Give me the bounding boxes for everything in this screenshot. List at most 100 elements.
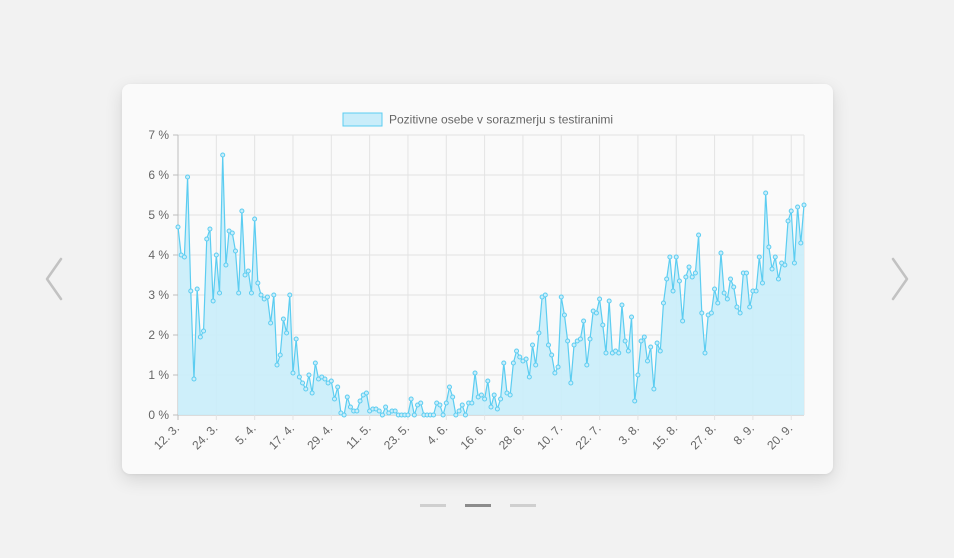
data-point[interactable] [220, 152, 226, 158]
data-point[interactable] [744, 270, 750, 276]
data-point[interactable] [494, 406, 500, 412]
data-point[interactable] [766, 244, 772, 250]
data-point[interactable] [600, 322, 606, 328]
data-point[interactable] [673, 254, 679, 260]
data-point[interactable] [450, 394, 456, 400]
data-point[interactable] [456, 408, 462, 414]
data-point[interactable] [581, 318, 587, 324]
data-point[interactable] [641, 334, 647, 340]
data-point[interactable] [654, 340, 660, 346]
data-point[interactable] [555, 364, 561, 370]
data-point[interactable] [290, 370, 296, 376]
data-point[interactable] [769, 266, 775, 272]
slide-indicator-1[interactable] [420, 504, 446, 507]
data-point[interactable] [322, 376, 328, 382]
data-point[interactable] [587, 336, 593, 342]
data-point[interactable] [523, 356, 529, 362]
data-point[interactable] [747, 304, 753, 310]
data-point[interactable] [670, 288, 676, 294]
data-point[interactable] [239, 208, 245, 214]
data-point[interactable] [443, 400, 449, 406]
data-point[interactable] [667, 254, 673, 260]
data-point[interactable] [689, 274, 695, 280]
data-point[interactable] [418, 400, 424, 406]
data-point[interactable] [549, 352, 555, 358]
data-point[interactable] [498, 396, 504, 402]
data-point[interactable] [405, 412, 411, 418]
data-point[interactable] [306, 372, 312, 378]
data-point[interactable] [354, 408, 360, 414]
data-point[interactable] [469, 400, 475, 406]
data-point[interactable] [533, 362, 539, 368]
data-point[interactable] [686, 264, 692, 270]
data-point[interactable] [568, 380, 574, 386]
data-point[interactable] [507, 392, 513, 398]
data-point[interactable] [268, 320, 274, 326]
data-point[interactable] [680, 318, 686, 324]
data-point[interactable] [459, 402, 465, 408]
data-point[interactable] [635, 372, 641, 378]
data-point[interactable] [379, 412, 385, 418]
data-point[interactable] [795, 204, 801, 210]
data-point[interactable] [181, 254, 187, 260]
data-point[interactable] [530, 342, 536, 348]
data-point[interactable] [619, 302, 625, 308]
legend[interactable]: Pozitivne osebe v sorazmerju s testirani… [342, 112, 613, 127]
data-point[interactable] [255, 280, 261, 286]
data-point[interactable] [648, 344, 654, 350]
data-point[interactable] [699, 310, 705, 316]
data-point[interactable] [651, 386, 657, 392]
data-point[interactable] [264, 294, 270, 300]
data-point[interactable] [201, 328, 207, 334]
data-point[interactable] [632, 398, 638, 404]
data-point[interactable] [242, 272, 248, 278]
data-point[interactable] [357, 398, 363, 404]
data-point[interactable] [363, 390, 369, 396]
data-point[interactable] [571, 342, 577, 348]
data-point[interactable] [440, 412, 446, 418]
data-point[interactable] [517, 354, 523, 360]
data-point[interactable] [724, 296, 730, 302]
data-point[interactable] [485, 378, 491, 384]
data-point[interactable] [712, 286, 718, 292]
data-point[interactable] [676, 278, 682, 284]
data-point[interactable] [772, 254, 778, 260]
data-point[interactable] [188, 288, 194, 294]
data-point[interactable] [204, 236, 210, 242]
data-point[interactable] [501, 360, 507, 366]
data-point[interactable] [731, 284, 737, 290]
data-point[interactable] [629, 314, 635, 320]
data-point[interactable] [565, 338, 571, 344]
data-point[interactable] [383, 404, 389, 410]
data-point[interactable] [284, 330, 290, 336]
data-point[interactable] [645, 358, 650, 364]
data-point[interactable] [245, 268, 251, 274]
data-point[interactable] [175, 224, 181, 230]
data-point[interactable] [756, 254, 762, 260]
data-point[interactable] [213, 252, 219, 258]
data-point[interactable] [207, 226, 213, 232]
data-point[interactable] [437, 402, 443, 408]
data-point[interactable] [657, 348, 663, 354]
data-point[interactable] [715, 300, 721, 306]
data-point[interactable] [721, 290, 727, 296]
data-point[interactable] [197, 334, 203, 340]
data-point[interactable] [491, 392, 497, 398]
data-point[interactable] [472, 370, 478, 376]
data-point[interactable] [561, 312, 567, 318]
data-point[interactable] [775, 276, 781, 282]
data-point[interactable] [696, 232, 702, 238]
data-point[interactable] [785, 218, 791, 224]
data-point[interactable] [411, 412, 417, 418]
data-point[interactable] [309, 390, 315, 396]
data-point[interactable] [593, 310, 599, 316]
data-point[interactable] [217, 290, 223, 296]
data-point[interactable] [185, 174, 191, 180]
data-point[interactable] [660, 300, 666, 306]
data-point[interactable] [271, 292, 277, 298]
data-point[interactable] [300, 380, 306, 386]
data-point[interactable] [232, 248, 238, 254]
data-point[interactable] [453, 412, 459, 418]
data-point[interactable] [210, 298, 216, 304]
data-point[interactable] [734, 304, 740, 310]
